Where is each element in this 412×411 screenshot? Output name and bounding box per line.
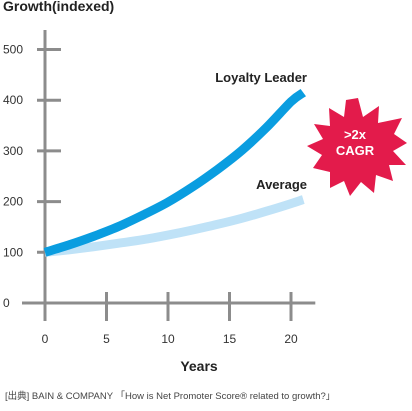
y-tick-label: 300 xyxy=(3,144,23,158)
y-tick-label: 500 xyxy=(3,43,23,57)
y-tick-label: 200 xyxy=(3,195,23,209)
x-ticks: 0 5 10 15 20 xyxy=(42,292,298,346)
y-tick-label: 400 xyxy=(3,93,23,107)
x-axis-title: Years xyxy=(180,358,218,374)
series-line-loyalty-leader xyxy=(43,88,306,257)
cagr-badge: >2x CAGR xyxy=(307,98,407,196)
x-tick-label: 15 xyxy=(223,332,237,346)
badge-text-line1: >2x xyxy=(344,127,367,142)
series-line-average xyxy=(44,195,305,257)
series-label-loyalty-leader: Loyalty Leader xyxy=(215,70,307,85)
x-tick-label: 10 xyxy=(161,332,175,346)
y-tick-label: 0 xyxy=(3,296,10,310)
x-tick-label: 20 xyxy=(284,332,298,346)
x-tick-label: 5 xyxy=(103,332,110,346)
y-ticks: 0 100 200 300 400 500 xyxy=(3,43,61,310)
y-axis-title: Growth(indexed) xyxy=(3,0,114,14)
starburst-shape xyxy=(307,98,407,196)
source-citation: [出典] BAIN & COMPANY 「How is Net Promoter… xyxy=(5,390,335,402)
y-tick-label: 100 xyxy=(3,245,23,259)
x-tick-label: 0 xyxy=(42,332,49,346)
series-label-average: Average xyxy=(256,177,307,192)
series-layer xyxy=(43,88,306,257)
badge-text-line2: CAGR xyxy=(336,143,375,158)
